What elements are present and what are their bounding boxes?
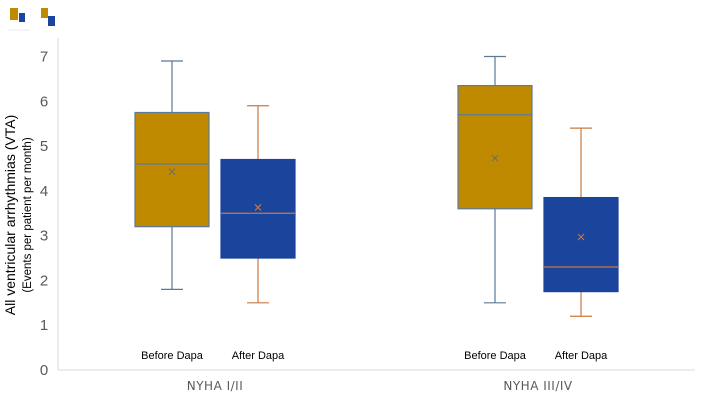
legend-swatch-before-dapa-accent [19,13,25,22]
mean-marker [577,233,585,241]
mean-marker [168,168,176,175]
series-label: After Dapa [232,350,285,362]
legend-swatch-before-dapa [10,8,18,20]
legend-swatch-after-dapa-accent [48,16,55,26]
y-axis-label: All ventricular arrhythmias (VTA) [2,115,18,315]
box-iqr [457,85,533,210]
y-tick-labels: 0 1 2 3 4 5 6 7 [40,49,48,380]
box-before-1 [134,60,210,290]
box-iqr [220,158,296,259]
y-axis-sublabel: (Events per patient per month) [22,137,34,292]
y-tick-label: 7 [40,49,48,66]
box-after-1 [220,105,296,304]
boxes [134,55,619,317]
box-before-2 [457,55,533,304]
y-tick-label: 3 [40,228,48,245]
y-tick-label: 6 [40,93,48,110]
category-labels: NYHA I/II NYHA III/IV Before Dapa Before Da… [141,350,608,393]
mean-marker [491,154,499,162]
box-iqr [543,196,619,293]
y-tick-label: 1 [40,317,48,334]
box-iqr [134,111,210,228]
mean-marker [254,204,262,211]
series-label: Before Dapa [141,350,204,362]
y-tick-label: 2 [40,272,48,289]
y-tick-label: 5 [40,138,48,155]
series-label: After Dapa [555,350,608,362]
box-after-2 [543,127,619,317]
y-tick-label: 0 [40,362,48,379]
legend [8,8,55,31]
y-tick-label: 4 [40,183,48,200]
legend-swatch-after-dapa [41,8,48,18]
x-category-label: NYHA III/IV [503,379,573,393]
series-label: Before Dapa [464,350,527,362]
x-category-label: NYHA I/II [187,379,244,393]
